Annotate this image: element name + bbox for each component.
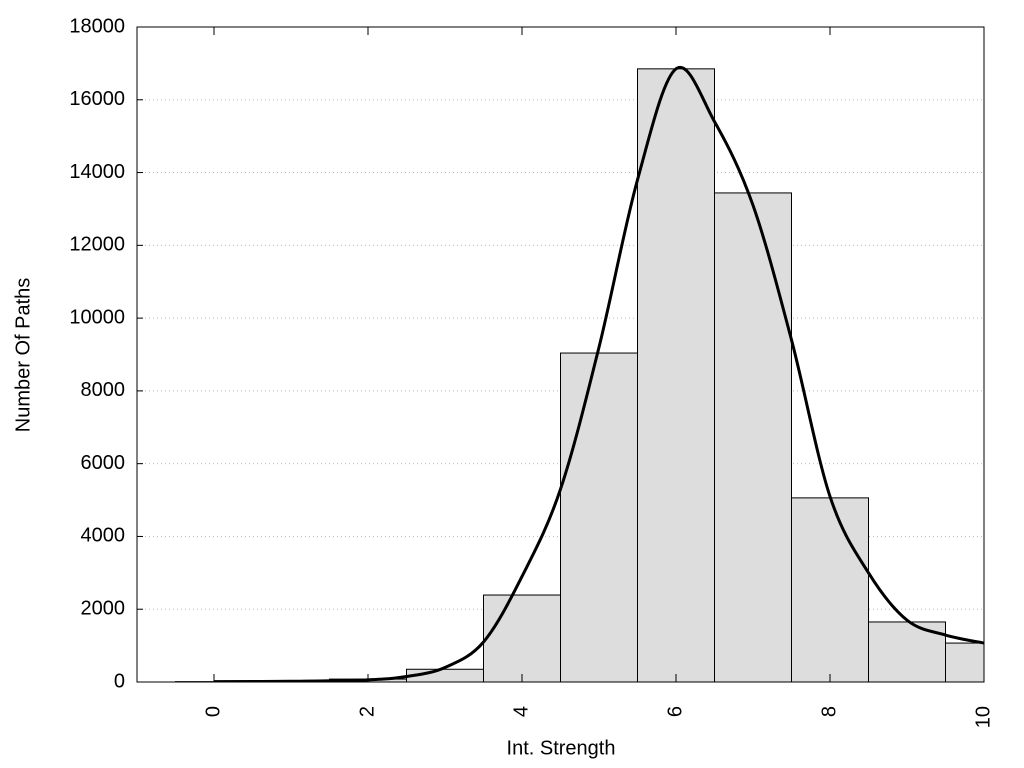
histogram-bar (637, 68, 715, 682)
y-axis-label: Number Of Paths (12, 278, 34, 433)
histogram-bar (945, 642, 984, 682)
histogram-bar (483, 594, 561, 682)
y-tick-label: 8000 (81, 379, 126, 401)
x-tick-label: 4 (510, 706, 532, 717)
y-tick-label: 2000 (81, 598, 126, 620)
x-tick-label: 0 (202, 706, 224, 717)
density-curve (213, 65, 984, 682)
y-tick-label: 4000 (81, 525, 126, 547)
y-tick-label: 12000 (69, 234, 125, 256)
x-tick-label: 2 (356, 706, 378, 717)
y-tick-label: 0 (114, 670, 125, 692)
x-tick-label: 6 (664, 706, 686, 717)
histogram-bar (560, 352, 638, 682)
x-tick-label: 8 (818, 706, 840, 717)
y-tick-label: 18000 (69, 15, 125, 37)
y-tick-label: 14000 (69, 161, 125, 183)
plot-frame (136, 26, 985, 683)
x-axis-label: Int. Strength (507, 737, 616, 759)
histogram-bar (714, 192, 792, 682)
histogram-bar (791, 497, 869, 682)
y-tick-label: 10000 (69, 306, 125, 328)
y-tick-label: 16000 (69, 88, 125, 110)
y-tick-label: 6000 (81, 452, 126, 474)
x-tick-label: 10 (972, 706, 994, 728)
